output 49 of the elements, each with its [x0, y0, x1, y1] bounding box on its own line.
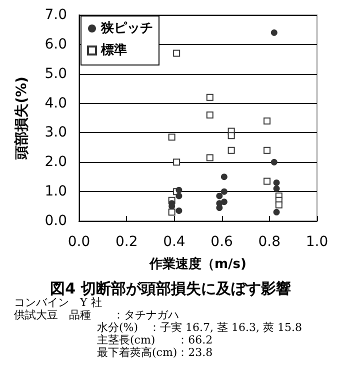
point [220, 188, 228, 195]
x-tick-label: 0.4 [163, 234, 186, 250]
point [264, 117, 271, 124]
point [206, 154, 214, 162]
point [228, 132, 235, 140]
text: コンバイン Y 社 [14, 296, 102, 309]
point [176, 192, 182, 200]
y-axis-title: 頭部損失(%) [13, 76, 30, 160]
point [168, 134, 176, 141]
point [206, 94, 214, 101]
x-tick-label: 0.2 [115, 234, 138, 250]
point [228, 146, 235, 154]
text: 最下着莢高(cm)：23.8 [97, 346, 213, 359]
point [220, 174, 228, 180]
point [176, 207, 182, 214]
text: 主茎長(cm) ：66.2 [97, 334, 213, 346]
y-tick-label: 5.0 [44, 66, 67, 82]
point [216, 192, 223, 200]
x-axis-title: 作業速度（m/s) [148, 256, 246, 272]
x-tick-label: 0.8 [258, 234, 281, 250]
point [176, 186, 182, 194]
point [275, 201, 282, 208]
point [273, 208, 280, 216]
point [173, 50, 180, 57]
text: 水分(%) ：子実 16.7, 茎 16.3, 莢 15.8 [97, 321, 302, 334]
point [173, 158, 180, 166]
point [168, 208, 176, 216]
x-tick-label: 1.0 [306, 234, 328, 250]
y-tick-label: 4.0 [44, 95, 67, 112]
point [264, 178, 271, 185]
legend-label: 狭ピッチ [100, 21, 153, 36]
point [273, 185, 280, 192]
legend-label: 標準 [100, 43, 127, 58]
point [270, 29, 278, 36]
point [270, 158, 278, 166]
y-tick-label: 3.0 [44, 124, 67, 141]
y-tick-label: 0.0 [44, 213, 67, 229]
y-tick-label: 1.0 [44, 184, 67, 200]
x-tick-label: 0.6 [210, 234, 234, 250]
point [264, 146, 271, 154]
y-tick-label: 2.0 [44, 154, 67, 170]
text: 図4 切断部が頭部損失に及ぼす影響 [50, 280, 291, 298]
point [216, 204, 223, 212]
point [273, 179, 280, 186]
y-tick-label: 6.0 [44, 36, 67, 52]
point [206, 112, 214, 119]
text: 供試大豆 品種 ：タチナガハ [14, 308, 179, 322]
y-tick-label: 7.0 [44, 7, 67, 23]
x-tick-label: 0.0 [68, 234, 90, 250]
